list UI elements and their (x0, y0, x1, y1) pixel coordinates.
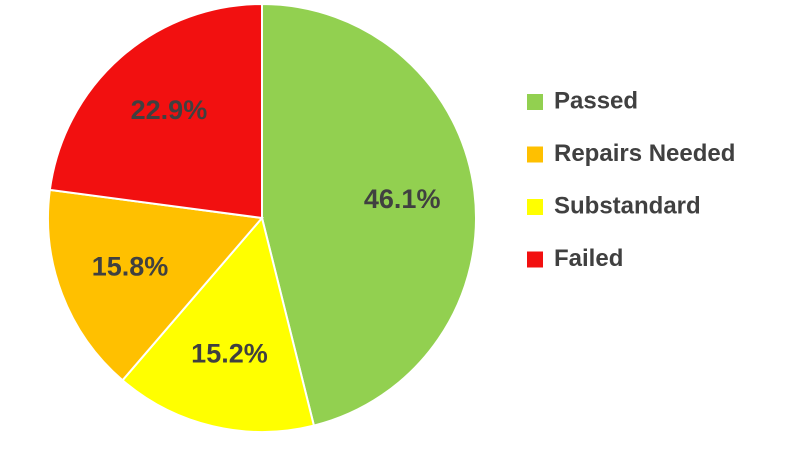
slice-label: 15.8% (92, 251, 169, 281)
slice-label: 15.2% (191, 339, 268, 369)
pie: 46.1% 15.2% 15.8% 22.9% (47, 2, 477, 433)
slice-label: 46.1% (364, 184, 441, 214)
legend-swatch (527, 199, 543, 215)
slice-label: 22.9% (131, 95, 208, 125)
legend-label: Substandard (554, 192, 701, 219)
legend-swatch (527, 94, 543, 110)
pie-slice (261, 2, 477, 427)
legend-label: Failed (554, 245, 623, 272)
pie-slice (47, 188, 264, 382)
pie-slice (48, 2, 263, 220)
legend: Passed Repairs Needed Substandard Failed (527, 87, 735, 272)
legend-label: Repairs Needed (554, 140, 735, 167)
legend-swatch (527, 251, 543, 268)
pie-slice (121, 215, 316, 433)
legend-label: Passed (554, 87, 638, 114)
legend-swatch (527, 146, 543, 163)
